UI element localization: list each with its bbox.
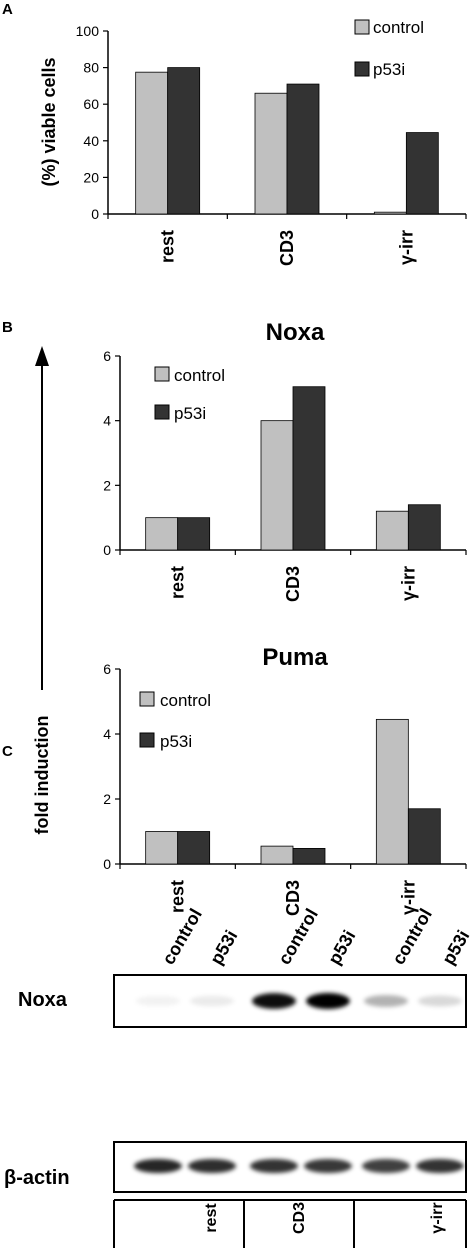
blot-actin-bands [134,1159,464,1173]
chart-viable-cells-category-label: rest [158,230,178,263]
blot-group-girr: γ-irr [429,1202,446,1233]
chart-puma-category-label: γ-irr [398,880,418,915]
chart-puma-category-label: rest [168,880,188,913]
chart-viable-cells-legend: control p53i [354,18,424,79]
chart-noxa-bar-control [260,420,294,551]
chart-puma-ytick-label: 0 [103,856,111,872]
legend-label-p53i: p53i [174,404,206,423]
blot-group-rest: rest [203,1203,220,1233]
blot-lane-label: p53i [324,927,359,968]
chart-puma-bar-p53i [292,848,326,865]
panel-label-a: A [2,1,13,18]
chart-puma-legend: control p53i [139,691,211,751]
chart-puma: Puma control p53i 0 2 4 6 rest CD3 γ-irr [103,644,467,916]
blot-lane-labels: control p53i control p53i control p53i [158,905,473,968]
chart-viable-cells-ytick-label: 0 [91,206,99,222]
fold-induction-label-bg [32,690,52,860]
legend-label-control: control [160,691,211,710]
blot-lane-label: control [158,905,206,968]
chart-noxa-category-label: γ-irr [398,566,418,601]
chart-viable-cells-bar-control [135,71,169,215]
legend-swatch-p53i [354,61,370,77]
chart-noxa-bar-control [375,510,409,551]
legend-label-control: control [373,18,424,37]
fold-induction-axis: fold induction [32,346,52,860]
blot-group-cd3: CD3 [291,1202,308,1234]
chart-puma-bar-control [375,718,409,865]
chart-viable-cells-bar-control [254,92,288,215]
blot-actin-band [250,1159,298,1173]
blot-noxa-band [364,995,408,1007]
blot-noxa-band [306,993,350,1009]
chart-noxa-bar-p53i [177,517,211,551]
chart-viable-cells-ytick-label: 20 [83,169,99,185]
chart-viable-cells-category-label: γ-irr [396,230,416,265]
legend-swatch-control [154,366,170,382]
chart-puma-bar-p53i [177,831,211,865]
chart-puma-title: Puma [262,644,328,671]
blot-lane-label: p53i [206,927,241,968]
blot-actin-band [362,1159,410,1173]
chart-noxa-title: Noxa [266,319,325,346]
chart-noxa-legend: control p53i [154,366,225,423]
blot-actin-band [134,1159,182,1173]
chart-viable-cells-ytick-label: 100 [76,23,100,39]
blot-row-label-noxa: Noxa [18,989,68,1011]
blot-actin-band [188,1159,236,1173]
chart-viable-cells-ylabel: (%) viable cells [39,57,59,186]
chart-viable-cells-ytick-label: 60 [83,96,99,112]
chart-viable-cells: (%) viable cells control p53i 0 20 40 60 80 1… [39,18,467,266]
fold-induction-label: fold induction [32,716,52,835]
arrow-up-icon [35,346,49,366]
chart-noxa-bar-p53i [292,386,326,551]
chart-noxa-ytick-label: 6 [103,348,111,364]
legend-swatch-control [139,691,155,707]
chart-viable-cells-bar-p53i [167,67,201,215]
chart-noxa-category-label: rest [168,566,188,599]
chart-puma-bar-p53i [407,808,441,865]
panel-label-b: B [2,319,13,336]
chart-noxa-bar-control [145,517,179,551]
legend-label-p53i: p53i [160,732,192,751]
chart-viable-cells-category-label: CD3 [277,230,297,266]
blot-noxa-band [252,993,296,1009]
blot-noxa-band [136,995,180,1007]
chart-noxa-category-label: CD3 [283,566,303,602]
chart-noxa-ytick-label: 4 [103,413,111,429]
chart-puma-ytick-label: 6 [103,661,111,677]
chart-viable-cells-bar-control [373,211,407,215]
blot-noxa-bands [136,993,462,1009]
blot-noxa-band [418,995,462,1007]
panel-label-c: C [2,743,13,760]
blot-noxa-band [190,995,234,1007]
western-blot: control p53i control p53i control p53i Noxa β… [4,905,473,1248]
chart-noxa-ytick-label: 0 [103,542,111,558]
blot-lane-label: p53i [438,927,473,968]
chart-puma-ytick-label: 2 [103,791,111,807]
chart-viable-cells-ytick-label: 80 [83,60,99,76]
legend-label-control: control [174,366,225,385]
blot-row-label-actin: β-actin [4,1167,70,1189]
chart-viable-cells-ytick-label: 40 [83,133,99,149]
legend-label-p53i: p53i [373,60,405,79]
chart-puma-bar-control [260,845,294,865]
chart-noxa-ytick-label: 2 [103,477,111,493]
legend-swatch-p53i [139,732,155,748]
blot-actin-band [304,1159,352,1173]
legend-swatch-p53i [154,404,170,420]
chart-puma-bar-control [145,831,179,865]
chart-puma-ytick-label: 4 [103,726,111,742]
blot-actin-band [416,1159,464,1173]
chart-noxa: Noxa control p53i 0 2 4 6 rest CD3 γ-irr [103,319,467,602]
blot-group-brackets [113,1199,467,1248]
chart-noxa-bar-p53i [407,504,441,551]
chart-puma-category-label: CD3 [283,880,303,916]
legend-swatch-control [354,19,370,35]
chart-viable-cells-bar-p53i [405,132,439,215]
chart-viable-cells-bar-p53i [286,83,320,215]
